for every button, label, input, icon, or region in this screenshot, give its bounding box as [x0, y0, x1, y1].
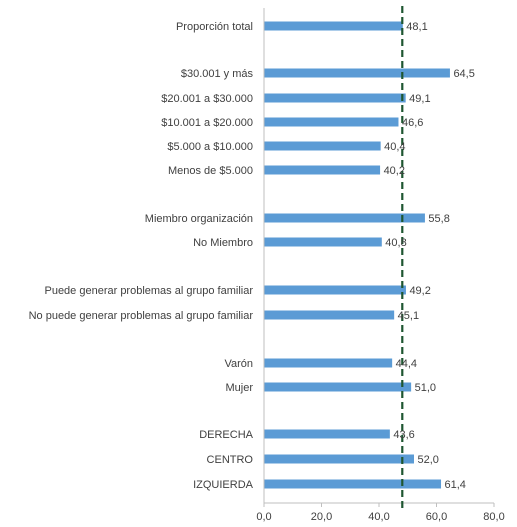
- category-label: $5.000 a $10.000: [167, 141, 253, 153]
- bar: [264, 68, 450, 78]
- category-label: Proporción total: [176, 21, 253, 33]
- category-label: IZQUIERDA: [193, 479, 254, 491]
- value-label: 61,4: [445, 479, 466, 491]
- x-tick-label: 60,0: [426, 511, 447, 523]
- value-label: 40,8: [385, 237, 406, 249]
- category-label: Miembro organización: [145, 213, 253, 225]
- axis-layer: 0,0 20,0 40,0 60,0 80,0: [256, 8, 505, 523]
- bar: [264, 141, 381, 151]
- bar: [264, 21, 403, 31]
- value-label: 48,1: [406, 21, 427, 33]
- bar: [264, 93, 406, 103]
- bar: [264, 358, 393, 368]
- bar: [264, 479, 442, 489]
- value-label: 43,6: [393, 429, 414, 441]
- category-label: $10.001 a $20.000: [161, 117, 253, 129]
- x-tick-label: 40,0: [368, 511, 389, 523]
- x-tick-label: 0,0: [256, 511, 271, 523]
- value-label: 52,0: [418, 454, 439, 466]
- x-tick-label: 20,0: [311, 511, 332, 523]
- bar: [264, 165, 381, 175]
- category-label: No puede generar problemas al grupo fami…: [29, 310, 254, 322]
- category-label: Menos de $5.000: [168, 165, 253, 177]
- bar: [264, 285, 406, 295]
- category-label: $20.001 a $30.000: [161, 93, 253, 105]
- label-layer: Proporción total 48,1 $30.001 y más 64,5 $20…: [29, 21, 475, 491]
- value-label: 46,6: [402, 117, 423, 129]
- bar: [264, 454, 414, 464]
- bar: [264, 117, 399, 127]
- value-label: 51,0: [415, 382, 436, 394]
- category-label: DERECHA: [199, 429, 253, 441]
- bar: [264, 237, 382, 247]
- value-label: 44,4: [396, 358, 417, 370]
- category-label: $30.001 y más: [181, 68, 254, 80]
- category-label: Varón: [224, 358, 253, 370]
- value-label: 49,1: [409, 93, 430, 105]
- value-label: 40,2: [384, 165, 405, 177]
- category-label: Puede generar problemas al grupo familia…: [44, 285, 253, 297]
- category-label: CENTRO: [207, 454, 254, 466]
- value-label: 55,8: [428, 213, 449, 225]
- bar: [264, 213, 425, 223]
- value-label: 49,2: [409, 285, 430, 297]
- value-label: 64,5: [453, 68, 474, 80]
- value-label: 40,4: [384, 141, 405, 153]
- category-label: Mujer: [225, 382, 253, 394]
- x-tick-label: 80,0: [483, 511, 504, 523]
- value-label: 45,1: [398, 310, 419, 322]
- bar: [264, 310, 395, 320]
- bar: [264, 382, 412, 392]
- bar: [264, 429, 390, 439]
- bar-layer: [264, 21, 450, 489]
- category-label: No Miembro: [193, 237, 253, 249]
